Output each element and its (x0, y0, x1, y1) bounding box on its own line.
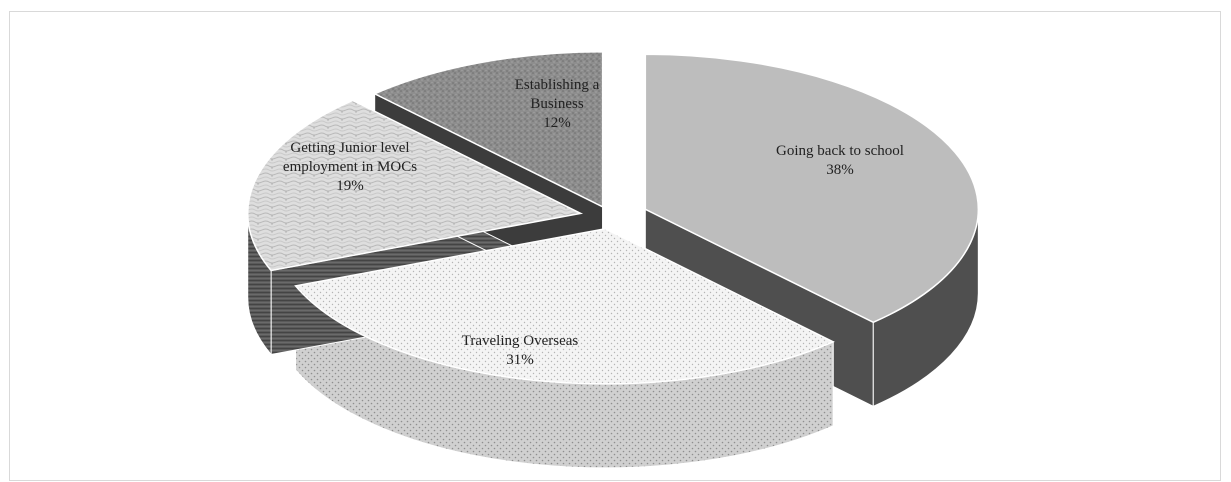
chart-frame: Going back to school 38% Traveling Oversea… (9, 11, 1221, 481)
slice-employment-label: Getting Junior level employment in MOCs 19… (283, 140, 417, 194)
slice-employment-label-line: Getting Junior level (290, 140, 409, 156)
slice-employment-label-line: employment in MOCs (283, 159, 417, 175)
slice-overseas-label: Traveling Overseas 31% (462, 333, 579, 368)
slice-overseas-top (294, 228, 835, 385)
slice-school-label-line: Going back to school (776, 143, 904, 159)
slice-business-top (372, 51, 604, 208)
slice-business-label-line: Business (530, 96, 584, 112)
pie-chart: Going back to school 38% Traveling Oversea… (247, 51, 980, 469)
slice-employment-top (247, 99, 584, 272)
slice-school-label-line: 38% (826, 162, 854, 178)
slice-overseas-label-line: Traveling Overseas (462, 333, 579, 349)
pie-labels: Going back to school 38% Traveling Oversea… (283, 77, 904, 368)
slice-business-label: Establishing a Business 12% (515, 77, 600, 131)
pie-tops (247, 51, 980, 385)
slice-employment-label-line: 19% (336, 178, 364, 194)
slice-school-label: Going back to school 38% (776, 143, 904, 178)
slice-business-label-line: Establishing a (515, 77, 600, 93)
slice-school-top (644, 53, 980, 324)
slice-overseas-label-line: 31% (506, 352, 534, 368)
slice-business-label-line: 12% (543, 115, 571, 131)
